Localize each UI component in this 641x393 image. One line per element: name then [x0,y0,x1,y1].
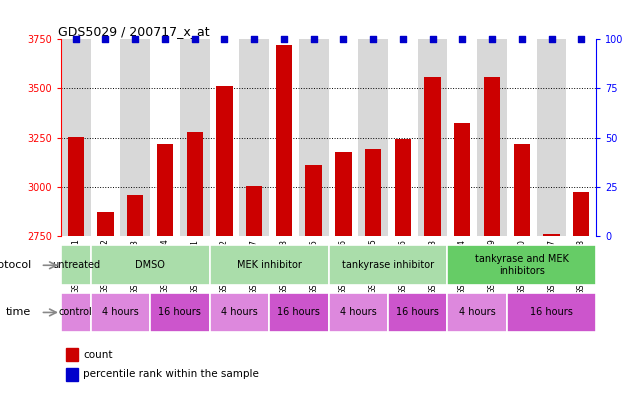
Bar [477,39,507,236]
Point [517,36,527,42]
Bar [573,191,590,236]
Bar [424,77,441,236]
Point [130,36,140,42]
Point [397,36,408,42]
Text: count: count [83,350,113,360]
Bar [328,292,388,332]
Bar [447,245,596,285]
Bar [210,292,269,332]
Bar [97,212,113,236]
Point [576,36,587,42]
Point [249,36,260,42]
Bar [447,292,507,332]
Bar [61,292,90,332]
Text: untreated: untreated [52,260,100,270]
Bar [365,149,381,236]
Bar [395,138,411,236]
Bar [537,39,567,236]
Text: 16 hours: 16 hours [278,307,320,318]
Text: DMSO: DMSO [135,260,165,270]
Bar [67,136,84,236]
Bar [90,292,150,332]
Text: 4 hours: 4 hours [459,307,495,318]
Point [457,36,467,42]
Bar [90,39,121,236]
Bar [306,165,322,236]
Text: 4 hours: 4 hours [102,307,138,318]
Bar [335,152,351,236]
Bar [246,185,262,236]
Bar [210,245,328,285]
Point [428,36,438,42]
Text: tankyrase and MEK
inhibitors: tankyrase and MEK inhibitors [475,255,569,276]
Text: 16 hours: 16 hours [530,307,573,318]
Bar [418,39,447,236]
Bar [358,39,388,236]
Bar [388,39,418,236]
Bar [447,39,477,236]
Text: tankyrase inhibitor: tankyrase inhibitor [342,260,434,270]
Bar [66,368,78,381]
Bar [150,39,180,236]
Point [219,36,229,42]
Bar [180,39,210,236]
Bar [454,123,470,236]
Point [546,36,556,42]
Text: 4 hours: 4 hours [340,307,377,318]
Point [101,36,111,42]
Point [368,36,378,42]
Bar [299,39,328,236]
Bar [61,39,90,236]
Text: MEK inhibitor: MEK inhibitor [237,260,301,270]
Bar [66,348,78,362]
Bar [127,195,144,236]
Point [190,36,200,42]
Bar [239,39,269,236]
Bar [269,292,328,332]
Text: GDS5029 / 200717_x_at: GDS5029 / 200717_x_at [58,25,210,38]
Text: control: control [59,307,93,318]
Bar [484,77,500,236]
Bar [187,132,203,236]
Text: 4 hours: 4 hours [221,307,258,318]
Point [487,36,497,42]
Bar [507,39,537,236]
Text: percentile rank within the sample: percentile rank within the sample [83,369,259,379]
Bar [567,39,596,236]
Bar [121,39,150,236]
Point [279,36,289,42]
Point [160,36,170,42]
Bar [61,245,90,285]
Bar [210,39,239,236]
Bar [90,245,210,285]
Bar [328,39,358,236]
Text: 16 hours: 16 hours [158,307,201,318]
Bar [544,234,560,236]
Point [308,36,319,42]
Bar [216,86,233,236]
Bar [150,292,210,332]
Bar [513,144,530,236]
Point [338,36,349,42]
Bar [328,245,447,285]
Text: time: time [6,307,31,318]
Bar [157,144,173,236]
Bar [388,292,447,332]
Bar [269,39,299,236]
Text: 16 hours: 16 hours [396,307,439,318]
Point [71,36,81,42]
Text: protocol: protocol [0,260,31,270]
Bar [276,45,292,236]
Bar [507,292,596,332]
